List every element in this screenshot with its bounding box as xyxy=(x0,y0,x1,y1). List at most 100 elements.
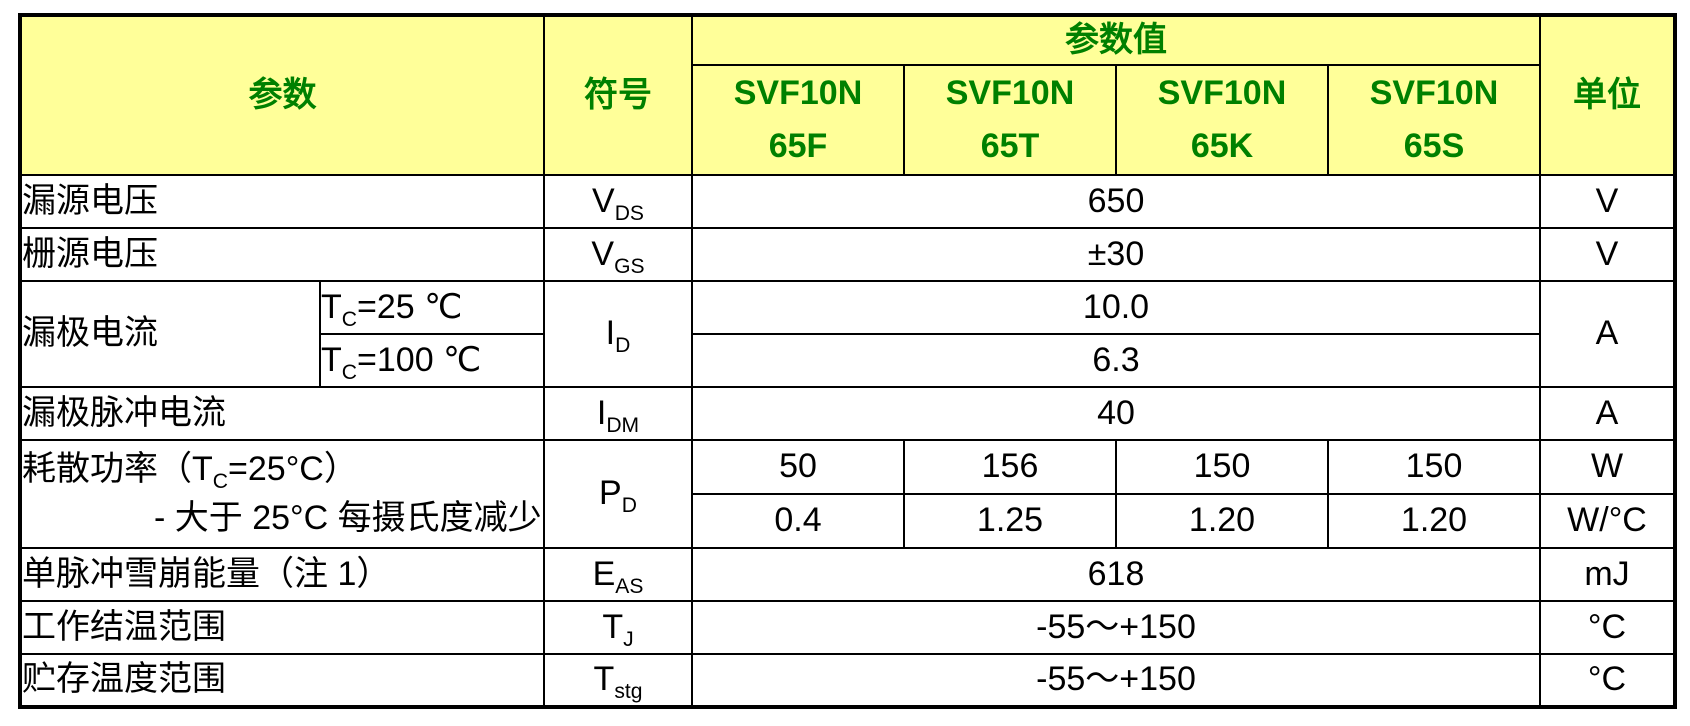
row-pd-derating: 0.4 1.25 1.20 1.20 W/°C xyxy=(20,493,1676,549)
row-id-tc25: 漏极电流 TC=25 ℃ ID 10.0 A xyxy=(19,280,1676,388)
symbol-base: V xyxy=(591,234,615,273)
unit-text: A xyxy=(1595,314,1619,353)
model-name-line1: SVF10N xyxy=(733,74,863,112)
param-junction-temperature: 工作结温范围 xyxy=(19,600,545,655)
symbol-vgs: VGS xyxy=(543,227,693,282)
unit-text: °C xyxy=(1587,660,1627,699)
value-text: 650 xyxy=(1087,181,1145,220)
value-pd-65s: 150 xyxy=(1327,439,1541,495)
row-id-tc100: TC=100 ℃ 6.3 xyxy=(20,333,1675,388)
symbol-base: P xyxy=(599,474,622,513)
value-text: 150 xyxy=(1193,447,1251,486)
ratings-table-container: 参数 符号 参数值 单位 SVF10N 65F SVF10N 65T S xyxy=(18,13,1677,709)
condition-tc100: TC=100 ℃ xyxy=(319,333,545,388)
model-name-line2: 65F xyxy=(768,127,828,165)
symbol-tstg: Tstg xyxy=(543,653,693,708)
row-idm: 漏极脉冲电流 IDM 40 A xyxy=(19,386,1676,441)
header-model-svf10n65k: SVF10N 65K xyxy=(1115,64,1329,176)
power-dissipation-lines: 耗散功率（TC=25°C） - 大于 25°C 每摄氏度减少 xyxy=(22,442,542,546)
condition-sub: C xyxy=(341,307,358,331)
value-text: 150 xyxy=(1405,447,1463,486)
model-name-line2: 65K xyxy=(1190,127,1254,165)
header-parameter-label: 参数 xyxy=(248,75,317,114)
value-idm: 40 xyxy=(691,386,1541,441)
condition-base: T xyxy=(321,340,342,379)
header-symbol-label: 符号 xyxy=(584,75,652,114)
value-text: ±30 xyxy=(1087,234,1145,273)
value-text: 6.3 xyxy=(1092,340,1140,379)
symbol-sub: DM xyxy=(606,413,640,437)
param-drain-source-voltage: 漏源电压 xyxy=(19,174,545,229)
param-drain-current: 漏极电流 xyxy=(19,280,321,388)
symbol-sub: AS xyxy=(615,574,644,598)
value-text: 1.20 xyxy=(1188,501,1256,540)
unit-vds: V xyxy=(1539,174,1676,229)
symbol-base: I xyxy=(605,314,616,353)
value-text: 50 xyxy=(779,447,817,486)
power-dissipation-line2: - 大于 25°C 每摄氏度减少 xyxy=(154,499,542,538)
param-label: 单脉冲雪崩能量（注 1） xyxy=(22,554,391,593)
value-text: 10.0 xyxy=(1082,287,1150,326)
param-label: 漏极电流 xyxy=(22,314,158,353)
unit-id: A xyxy=(1539,280,1676,388)
value-text: 1.20 xyxy=(1400,501,1468,540)
row-eas: 单脉冲雪崩能量（注 1） EAS 618 mJ xyxy=(19,547,1676,602)
model-name-line2: 65S xyxy=(1403,127,1465,165)
unit-text: A xyxy=(1595,393,1619,432)
header-unit: 单位 xyxy=(1539,14,1676,176)
unit-text: W xyxy=(1590,447,1624,486)
value-derate-65t: 1.25 xyxy=(903,493,1117,549)
value-eas: 618 xyxy=(691,547,1541,602)
power-dissipation-line1: 耗散功率（TC=25°C） xyxy=(22,450,542,492)
unit-text: W/°C xyxy=(1567,501,1647,540)
symbol-sub: GS xyxy=(614,254,645,278)
header-value-group: 参数值 xyxy=(691,14,1541,66)
param-label: 工作结温范围 xyxy=(22,607,226,646)
value-pd-65f: 50 xyxy=(691,439,905,495)
condition-rest: =25 ℃ xyxy=(357,287,463,326)
unit-text: °C xyxy=(1587,607,1627,646)
value-vgs: ±30 xyxy=(691,227,1541,282)
param-label: 栅源电压 xyxy=(22,234,158,273)
symbol-sub: D xyxy=(621,494,637,518)
condition-sub: C xyxy=(341,360,358,384)
unit-tstg: °C xyxy=(1539,653,1676,708)
param-storage-temperature: 贮存温度范围 xyxy=(19,653,545,708)
value-text: 156 xyxy=(981,447,1039,486)
param-label: 漏极脉冲电流 xyxy=(22,393,226,432)
value-derate-65k: 1.20 xyxy=(1115,493,1329,549)
param-label: 漏源电压 xyxy=(22,181,158,220)
value-tj: -55～+150 xyxy=(691,600,1541,655)
param-gate-source-voltage: 栅源电压 xyxy=(19,227,545,282)
symbol-base: V xyxy=(592,181,615,220)
unit-idm: A xyxy=(1539,386,1676,441)
absolute-maximum-ratings-table: 参数 符号 参数值 单位 SVF10N 65F SVF10N 65T S xyxy=(18,13,1677,709)
param-text-post: =25°C） xyxy=(228,450,358,489)
row-pd-watts: 耗散功率（TC=25°C） - 大于 25°C 每摄氏度减少 PD 50 156… xyxy=(19,439,1676,549)
value-vds: 650 xyxy=(691,174,1541,229)
model-name-line1: SVF10N xyxy=(945,74,1075,112)
symbol-eas: EAS xyxy=(543,547,693,602)
unit-pd-watts: W xyxy=(1539,439,1676,495)
param-text-sub: C xyxy=(212,470,229,494)
value-text: 0.4 xyxy=(774,501,822,540)
symbol-base: T xyxy=(593,660,615,699)
param-avalanche-energy: 单脉冲雪崩能量（注 1） xyxy=(19,547,545,602)
value-text: 618 xyxy=(1087,554,1145,593)
header-unit-label: 单位 xyxy=(1573,75,1641,114)
header-value-group-label: 参数值 xyxy=(1065,20,1167,59)
row-vgs: 栅源电压 VGS ±30 V xyxy=(19,227,1676,282)
param-power-dissipation: 耗散功率（TC=25°C） - 大于 25°C 每摄氏度减少 xyxy=(19,439,545,549)
condition-tc25: TC=25 ℃ xyxy=(319,280,545,335)
header-model-svf10n65s: SVF10N 65S xyxy=(1327,64,1541,176)
header-model-svf10n65f: SVF10N 65F xyxy=(691,64,905,176)
symbol-base: T xyxy=(602,607,624,646)
symbol-id: ID xyxy=(543,280,693,388)
model-name-line2: 65T xyxy=(980,127,1040,165)
unit-pd-derating: W/°C xyxy=(1539,493,1676,549)
row-tj: 工作结温范围 TJ -55～+150 °C xyxy=(19,600,1676,655)
header-model-svf10n65t: SVF10N 65T xyxy=(903,64,1117,176)
header-symbol: 符号 xyxy=(543,14,693,176)
value-derate-65f: 0.4 xyxy=(691,493,905,549)
value-tstg: -55～+150 xyxy=(691,653,1541,708)
